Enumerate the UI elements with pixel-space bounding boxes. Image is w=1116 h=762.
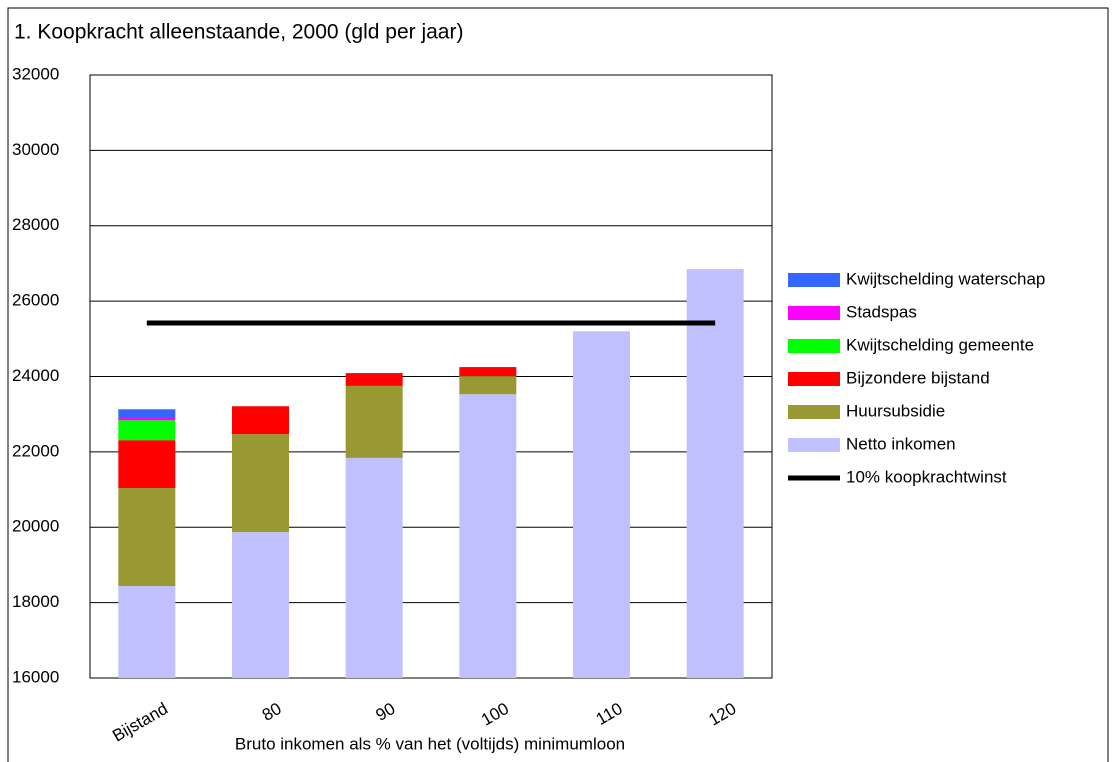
x-tick-label: Bijstand	[109, 699, 171, 746]
legend-swatch	[788, 306, 840, 320]
legend-swatch	[788, 273, 840, 287]
bar-segment	[459, 367, 517, 377]
bar-segment	[459, 394, 517, 678]
y-tick-label: 30000	[12, 140, 59, 159]
legend-label: Huursubsidie	[846, 401, 945, 420]
bar-segment	[118, 440, 176, 489]
chart-title: 1. Koopkracht alleenstaande, 2000 (gld p…	[14, 21, 463, 44]
y-tick-label: 22000	[12, 441, 59, 460]
y-tick-label: 28000	[12, 215, 59, 234]
y-tick-label: 26000	[12, 291, 59, 310]
bar-segment	[118, 417, 176, 421]
legend-swatch	[788, 438, 840, 452]
legend-swatch	[788, 405, 840, 419]
chart-frame	[7, 7, 1109, 762]
y-tick-label: 20000	[12, 517, 59, 536]
x-tick-label: 80	[259, 699, 285, 725]
bar-segment	[573, 331, 630, 678]
bar-segment	[345, 373, 403, 386]
legend-label: 10% koopkrachtwinst	[846, 467, 1007, 486]
bar-segment	[345, 457, 403, 678]
bar-segment	[232, 532, 289, 678]
y-tick-label: 24000	[12, 366, 59, 385]
legend-label: Kwijtschelding waterschap	[846, 269, 1045, 288]
bar-segment	[345, 385, 403, 458]
bar-segment	[232, 434, 289, 533]
x-tick-label: 110	[593, 699, 626, 729]
legend-swatch	[788, 372, 840, 386]
bar-segment	[459, 376, 517, 395]
x-tick-label: 100	[478, 699, 512, 730]
bar-segment	[118, 586, 176, 678]
x-tick-label: 90	[373, 699, 399, 725]
x-axis-title: Bruto inkomen als % van het (voltijds) m…	[235, 734, 625, 753]
bar-segment	[118, 420, 176, 441]
bar-segment	[232, 406, 289, 435]
bar-segment	[118, 488, 176, 587]
bar-segment	[686, 269, 744, 678]
y-tick-label: 18000	[12, 592, 59, 611]
bar-segment	[118, 409, 176, 418]
legend-label: Kwijtschelding gemeente	[846, 335, 1034, 354]
legend-label: Netto inkomen	[846, 434, 956, 453]
y-tick-label: 32000	[12, 64, 59, 83]
legend-label: Bijzondere bijstand	[846, 368, 990, 387]
y-tick-label: 16000	[12, 667, 59, 686]
legend-swatch	[788, 339, 840, 353]
legend-label: Stadspas	[846, 302, 917, 321]
x-tick-label: 120	[705, 699, 739, 730]
